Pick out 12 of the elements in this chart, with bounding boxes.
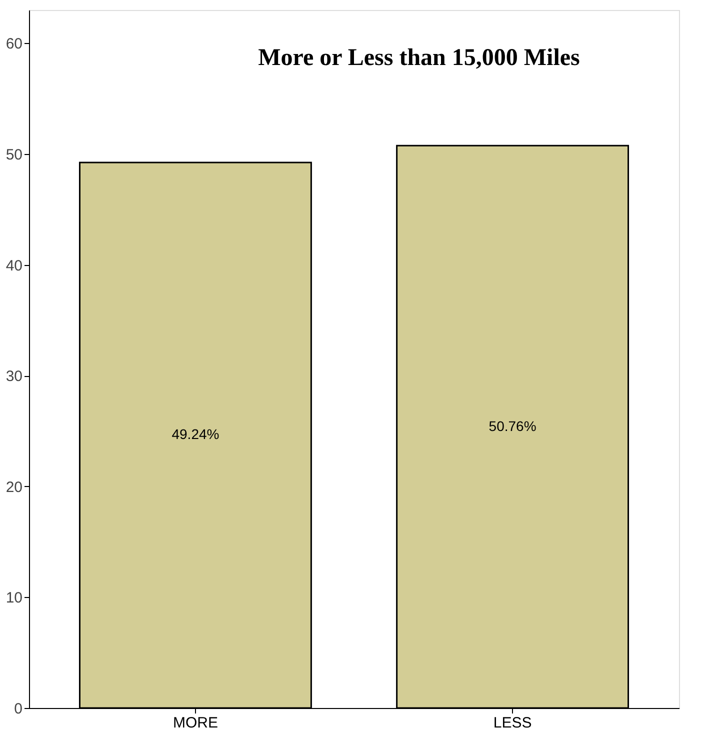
y-tick-label: 50 xyxy=(6,146,22,164)
y-tick-label: 10 xyxy=(6,590,22,607)
y-tick-label: 0 xyxy=(14,700,22,718)
x-tick-label: LESS xyxy=(493,714,532,732)
text: More or Less than 15,000 Miles xyxy=(258,45,580,71)
data-label: 49.24% xyxy=(172,426,220,442)
y-tick-label: 40 xyxy=(6,257,22,274)
data-label: 50.76% xyxy=(488,418,536,434)
y-tick-label: 60 xyxy=(6,36,22,53)
y-tick-label: 30 xyxy=(6,368,22,386)
y-tick-label: 20 xyxy=(6,478,22,496)
x-tick-label: MORE xyxy=(172,714,218,732)
